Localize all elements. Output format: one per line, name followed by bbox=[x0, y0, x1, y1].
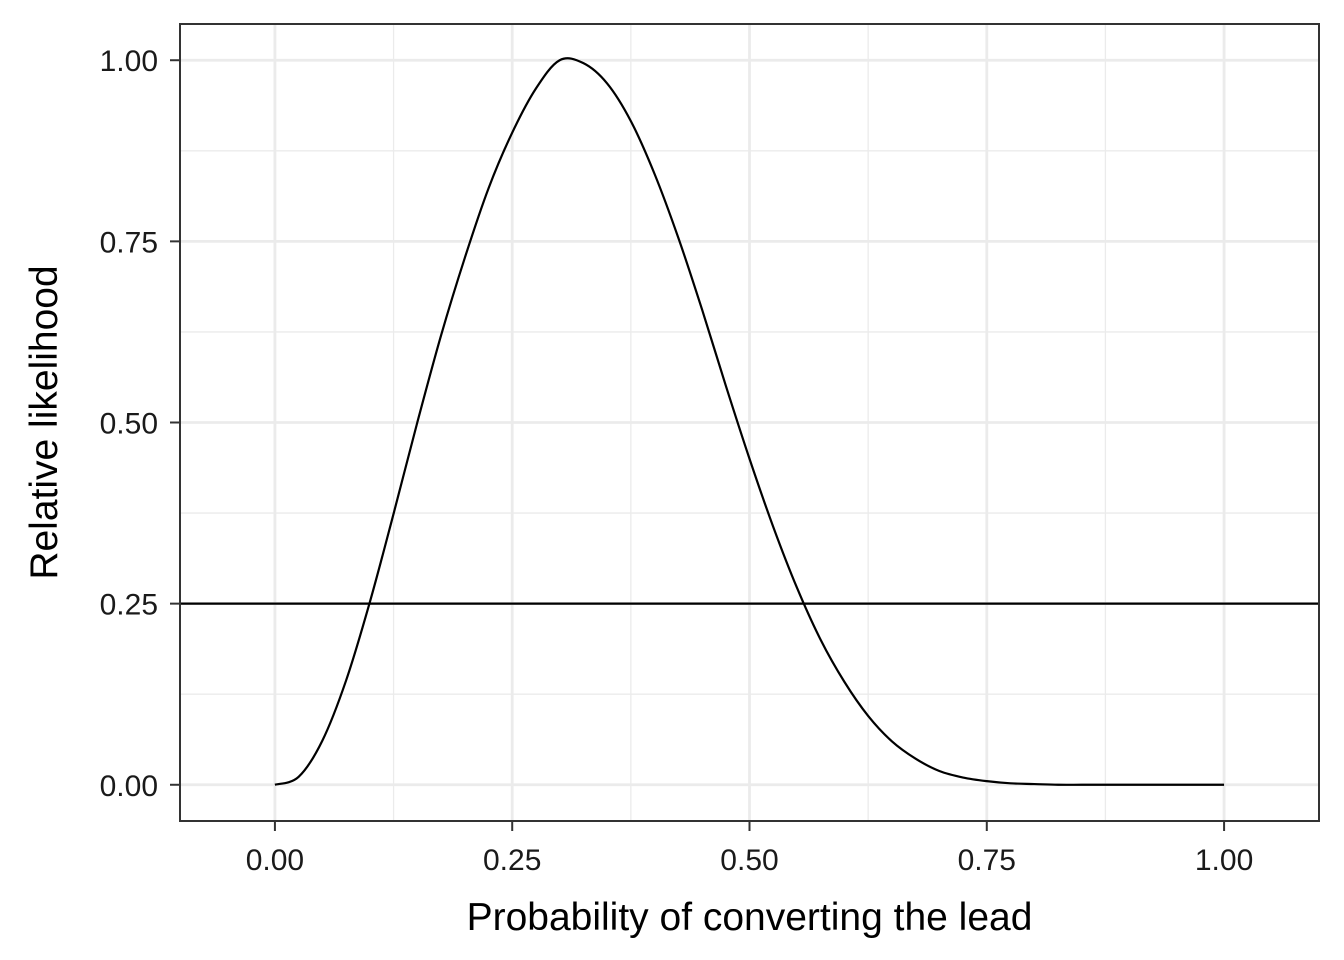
x-tick-label: 0.50 bbox=[720, 844, 778, 877]
x-tick-label: 0.75 bbox=[958, 844, 1016, 877]
x-tick-label: 0.00 bbox=[246, 844, 304, 877]
x-axis-ticks: 0.00 0.25 0.50 0.75 1.00 bbox=[246, 821, 1253, 877]
series-layer bbox=[274, 57, 1225, 786]
y-tick-label: 1.00 bbox=[100, 45, 158, 78]
y-tick-label: 0.25 bbox=[100, 589, 158, 622]
y-tick-label: 0.00 bbox=[100, 770, 158, 803]
y-axis-ticks: 0.00 0.25 0.50 0.75 1.00 bbox=[100, 45, 180, 803]
x-tick-label: 0.25 bbox=[483, 844, 541, 877]
y-axis-title: Relative likelihood bbox=[23, 265, 66, 579]
x-tick-label: 1.00 bbox=[1195, 844, 1253, 877]
y-tick-label: 0.50 bbox=[100, 408, 158, 441]
x-axis-title: Probability of converting the lead bbox=[467, 896, 1033, 939]
likelihood-curve bbox=[274, 57, 1225, 786]
y-tick-label: 0.75 bbox=[100, 226, 158, 259]
